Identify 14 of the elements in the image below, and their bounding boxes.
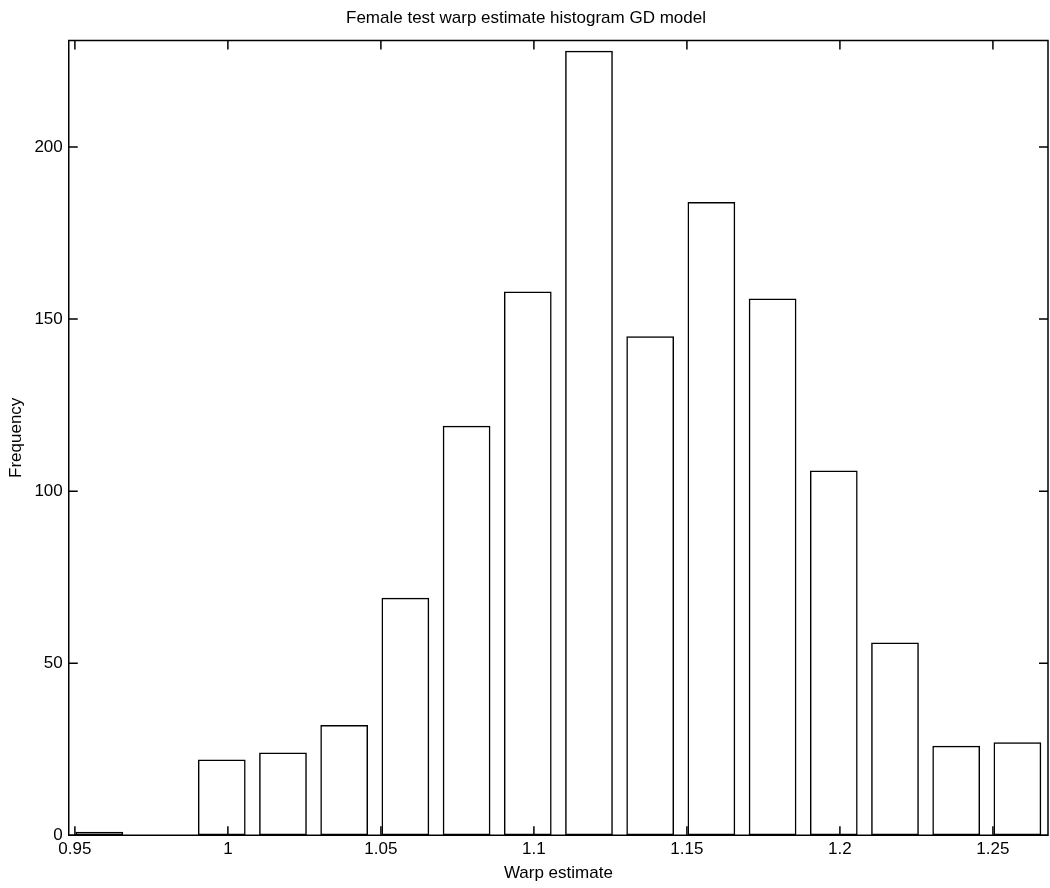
y-axis-title: Frequency bbox=[5, 397, 25, 478]
x-tick-label: 1 bbox=[223, 839, 233, 859]
x-tick-label: 1.05 bbox=[364, 839, 398, 859]
x-tick-label: 1.25 bbox=[976, 839, 1010, 859]
x-tick-label: 1.15 bbox=[670, 839, 704, 859]
x-tick-label: 1.1 bbox=[522, 839, 546, 859]
x-axis-title: Warp estimate bbox=[503, 863, 613, 883]
x-tick-label: 1.2 bbox=[828, 839, 852, 859]
y-tick-label: 50 bbox=[43, 652, 63, 672]
y-tick-label: 100 bbox=[34, 480, 63, 500]
y-tick-label: 150 bbox=[34, 308, 63, 328]
y-tick-label: 200 bbox=[34, 136, 63, 156]
x-tick-label: 0.95 bbox=[58, 839, 92, 859]
chart-title: Female test warp estimate histogram GD model bbox=[346, 7, 706, 27]
